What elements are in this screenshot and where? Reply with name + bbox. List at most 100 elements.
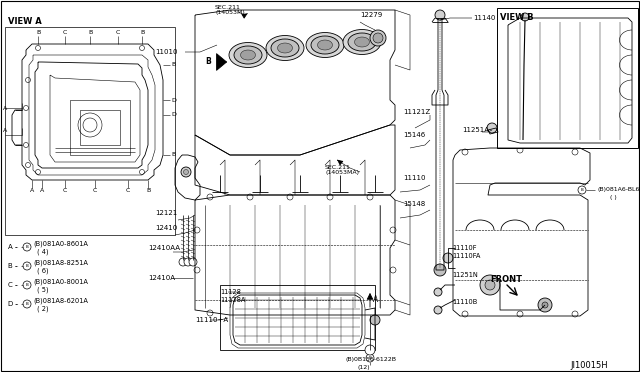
Circle shape [443, 253, 453, 263]
Text: 12279: 12279 [360, 12, 382, 18]
Text: B: B [26, 264, 28, 268]
Circle shape [373, 33, 383, 43]
Ellipse shape [266, 35, 304, 61]
Text: D: D [171, 112, 176, 118]
Text: FRONT: FRONT [490, 276, 522, 285]
Circle shape [26, 163, 31, 167]
Text: 12121: 12121 [155, 210, 177, 216]
Text: C: C [63, 189, 67, 193]
Text: 11010: 11010 [155, 49, 177, 55]
Text: 12410A: 12410A [148, 275, 175, 281]
Text: (B)081A8-8251A: (B)081A8-8251A [33, 260, 88, 266]
Circle shape [26, 77, 31, 83]
Circle shape [367, 194, 373, 200]
Text: 11110: 11110 [403, 175, 426, 181]
Text: 15146: 15146 [403, 132, 425, 138]
Text: A: A [40, 189, 44, 193]
Text: VIEW B: VIEW B [500, 13, 534, 22]
Circle shape [370, 315, 380, 325]
Text: 11110B: 11110B [452, 299, 477, 305]
Circle shape [23, 262, 31, 270]
Circle shape [24, 142, 29, 148]
Text: A: A [373, 295, 378, 305]
Circle shape [207, 194, 213, 200]
Text: (B)081A8-6201A: (B)081A8-6201A [33, 298, 88, 304]
Text: C: C [63, 31, 67, 35]
Ellipse shape [355, 37, 369, 47]
Text: 12410: 12410 [155, 225, 177, 231]
Text: B: B [205, 58, 211, 67]
Circle shape [23, 281, 31, 289]
Text: (B)081A0-8001A: (B)081A0-8001A [33, 279, 88, 285]
Text: B: B [171, 62, 175, 67]
Circle shape [179, 258, 187, 266]
Circle shape [542, 302, 548, 308]
Circle shape [287, 310, 293, 316]
Text: B: B [140, 31, 144, 35]
Circle shape [517, 311, 523, 317]
Circle shape [23, 243, 31, 251]
Text: B: B [369, 356, 371, 360]
Circle shape [303, 303, 317, 317]
Circle shape [572, 311, 578, 317]
Text: 11110+A: 11110+A [195, 317, 228, 323]
Ellipse shape [234, 46, 262, 64]
Circle shape [35, 45, 40, 51]
Text: SEC.211
(14053M): SEC.211 (14053M) [215, 4, 244, 15]
Text: JI10015H: JI10015H [570, 360, 607, 369]
Circle shape [327, 310, 333, 316]
Circle shape [485, 280, 495, 290]
Circle shape [390, 227, 396, 233]
Circle shape [434, 264, 446, 276]
Circle shape [207, 310, 213, 316]
Circle shape [434, 306, 442, 314]
Circle shape [487, 123, 497, 133]
Text: D -: D - [8, 301, 18, 307]
Ellipse shape [278, 43, 292, 53]
Text: ( 6): ( 6) [37, 268, 49, 274]
Circle shape [370, 30, 386, 46]
Circle shape [327, 194, 333, 200]
Bar [497, 8, 638, 148]
Text: A: A [30, 189, 35, 193]
Ellipse shape [271, 39, 299, 57]
Text: ( ): ( ) [610, 195, 617, 199]
Text: B: B [26, 302, 28, 306]
Text: 11128A: 11128A [220, 297, 245, 303]
Text: 11140: 11140 [473, 15, 495, 21]
Circle shape [298, 298, 322, 322]
Text: ( 4): ( 4) [37, 249, 49, 255]
Circle shape [435, 10, 445, 20]
Ellipse shape [306, 32, 344, 58]
Text: B: B [26, 245, 28, 249]
Text: B: B [580, 188, 584, 192]
Circle shape [462, 311, 468, 317]
Ellipse shape [311, 36, 339, 54]
Circle shape [480, 275, 500, 295]
Text: (12): (12) [358, 365, 371, 369]
Circle shape [184, 170, 189, 174]
Circle shape [184, 258, 192, 266]
Text: B: B [26, 283, 28, 287]
Text: C -: C - [8, 282, 17, 288]
Text: ( 2): ( 2) [37, 306, 49, 312]
Text: 11121Z: 11121Z [403, 109, 430, 115]
Circle shape [23, 300, 31, 308]
Text: 11110F: 11110F [452, 245, 477, 251]
Text: B -: B - [8, 263, 17, 269]
Circle shape [462, 149, 468, 155]
Circle shape [35, 170, 40, 174]
Circle shape [140, 45, 145, 51]
Ellipse shape [229, 42, 267, 67]
Circle shape [366, 354, 374, 362]
Text: 11128: 11128 [220, 289, 241, 295]
Circle shape [24, 106, 29, 110]
Circle shape [390, 267, 396, 273]
Circle shape [247, 310, 253, 316]
Ellipse shape [317, 40, 333, 50]
Text: 11251A: 11251A [462, 127, 489, 133]
Text: C: C [93, 189, 97, 193]
Ellipse shape [241, 50, 255, 60]
Text: B: B [171, 153, 175, 157]
Text: VIEW A: VIEW A [8, 17, 42, 26]
